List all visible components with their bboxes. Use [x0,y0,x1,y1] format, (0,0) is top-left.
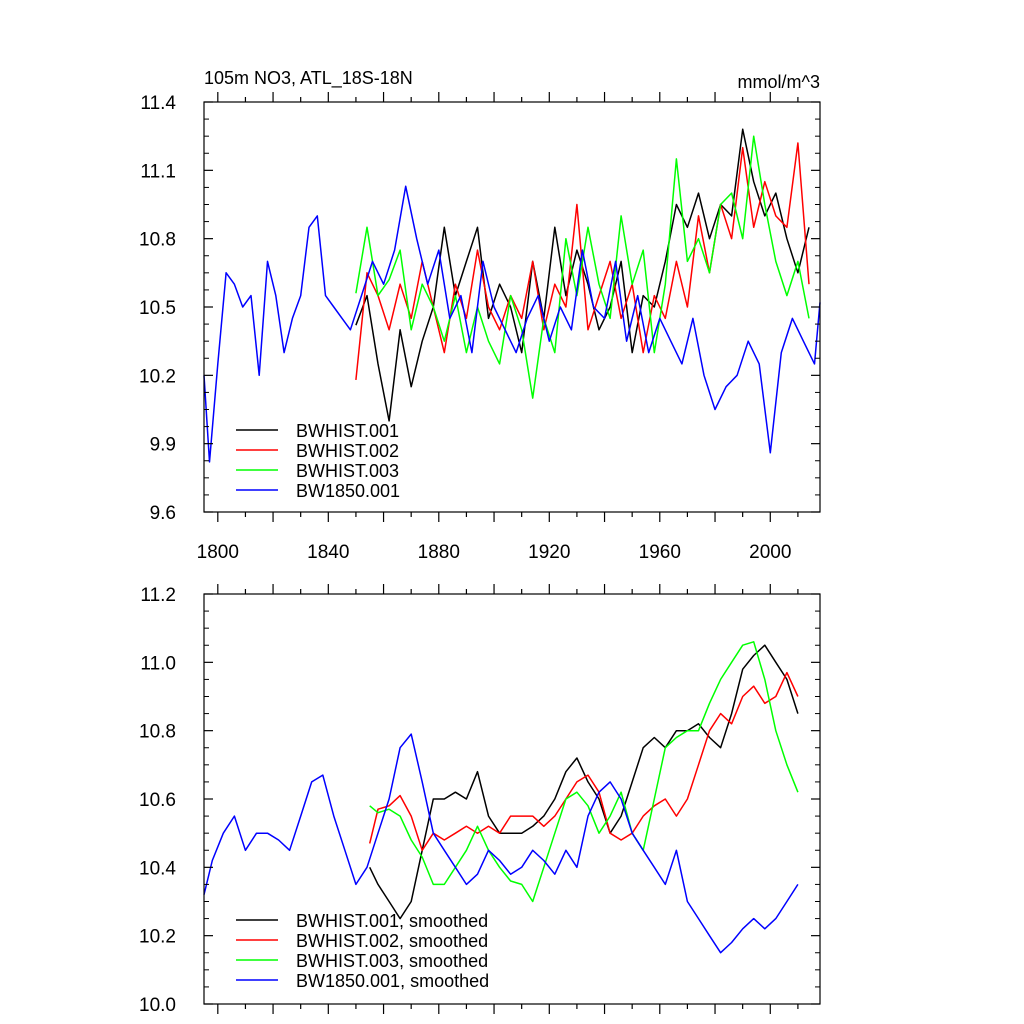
y-tick-label: 9.9 [150,435,176,456]
x-tick-label: 1840 [307,542,349,563]
y-tick-label: 11.1 [140,161,176,182]
series-layer [203,128,821,463]
series-line-2 [368,671,799,852]
x-tick-label: 2000 [749,542,791,563]
y-tick-label: 11.2 [140,585,176,606]
y-tick-label: 10.2 [139,927,176,948]
legend-label-2: BWHIST.002 [296,441,399,461]
series-line-1 [369,644,799,920]
top-panel: 105m NO3, ATL_18S-18N mmol/m^3 9.6 9.9 10.… [139,68,821,563]
y-tick-label: 10.4 [139,858,176,879]
y-tick-label: 10.0 [139,995,176,1016]
units-label: mmol/m^3 [738,72,820,92]
legend-label-1: BWHIST.001, smoothed [296,911,488,931]
series-line-4 [203,185,821,463]
y-tick-label: 10.2 [139,366,176,387]
legend-label-3: BWHIST.003, smoothed [296,951,488,971]
series-line-3 [355,135,810,399]
y-tick-label: 10.8 [139,722,176,743]
y-tick-label: 10.5 [139,298,176,319]
legend-label-4: BW1850.001, smoothed [296,971,489,991]
y-tick-label: 11.0 [140,653,176,674]
legend-label-2: BWHIST.002, smoothed [296,931,488,951]
series-line-2 [355,142,810,380]
y-tick-label: 9.6 [150,503,176,524]
series-layer [203,641,799,954]
series-line-4 [203,733,799,954]
y-tick-label: 10.8 [139,230,176,251]
legend-label-3: BWHIST.003 [296,461,399,481]
tick-layer: 10.0 10.2 10.4 10.6 10.8 11.0 11.2 [139,584,820,1016]
legend-label-4: BW1850.001 [296,481,400,501]
x-tick-label: 1800 [197,542,239,563]
bottom-panel: 10.0 10.2 10.4 10.6 10.8 11.0 11.2 BWHIST.001,… [139,584,821,1016]
legend-label-1: BWHIST.001 [296,421,399,441]
chart-title: 105m NO3, ATL_18S-18N [204,68,413,89]
x-tick-label: 1920 [528,542,570,563]
x-tick-label: 1880 [418,542,460,563]
y-tick-label: 10.6 [139,790,176,811]
x-tick-label: 1960 [639,542,681,563]
tick-layer: 9.6 9.9 10.2 10.5 10.8 11.1 11.4 1800 1840 1880 19… [139,92,820,563]
y-tick-label: 11.4 [140,93,176,114]
series-line-3 [369,641,799,903]
